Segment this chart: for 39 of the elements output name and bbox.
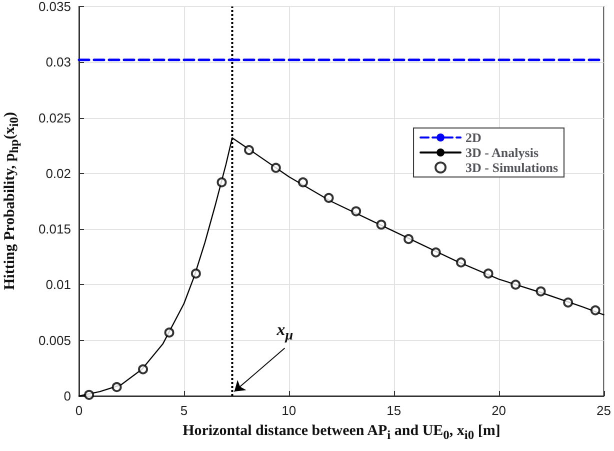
x-tick-label: 5 (180, 403, 188, 418)
y-tick-label: 0.035 (38, 0, 71, 14)
x-tick-label: 10 (282, 403, 296, 418)
x-tick-label: 20 (492, 403, 506, 418)
legend-label: 2D (466, 130, 482, 145)
point (430, 247, 441, 258)
point (510, 280, 521, 290)
point (190, 268, 201, 279)
y-tick-label: 0 (64, 388, 71, 404)
x-axis-title: Horizontal distance between AP$_{i}$ and UE$_{0}$, x$_{i0}$ [m] (182, 423, 502, 443)
point (164, 328, 174, 338)
x-tick-label: 25 (596, 403, 612, 418)
point (376, 220, 386, 230)
point (270, 162, 281, 173)
y-tick-label: 0.02 (46, 166, 71, 181)
x-tick-label: 15 (386, 403, 402, 418)
point (84, 390, 94, 400)
y-tick-label: 0.03 (46, 54, 71, 70)
point (324, 192, 334, 203)
point (216, 177, 227, 188)
legend-label: 3D - Simulations (466, 160, 558, 175)
x-tick-label: 0 (75, 403, 83, 418)
point (244, 145, 254, 156)
point (590, 305, 600, 316)
point (138, 364, 148, 374)
point (351, 206, 362, 216)
point (456, 257, 466, 268)
point (112, 382, 122, 392)
y-tick-label: 0.01 (46, 277, 71, 292)
y-tick-label: 0.025 (38, 110, 71, 126)
point (483, 268, 494, 279)
point (563, 298, 574, 308)
point (298, 177, 308, 188)
point (404, 234, 414, 244)
annotation: x$_{μ}$ (276, 320, 294, 345)
y-tick-label: 0.015 (38, 222, 71, 237)
y-tick-label: 0.005 (38, 332, 71, 348)
point (536, 286, 546, 296)
legend-label: 3D - Analysis (466, 145, 539, 160)
